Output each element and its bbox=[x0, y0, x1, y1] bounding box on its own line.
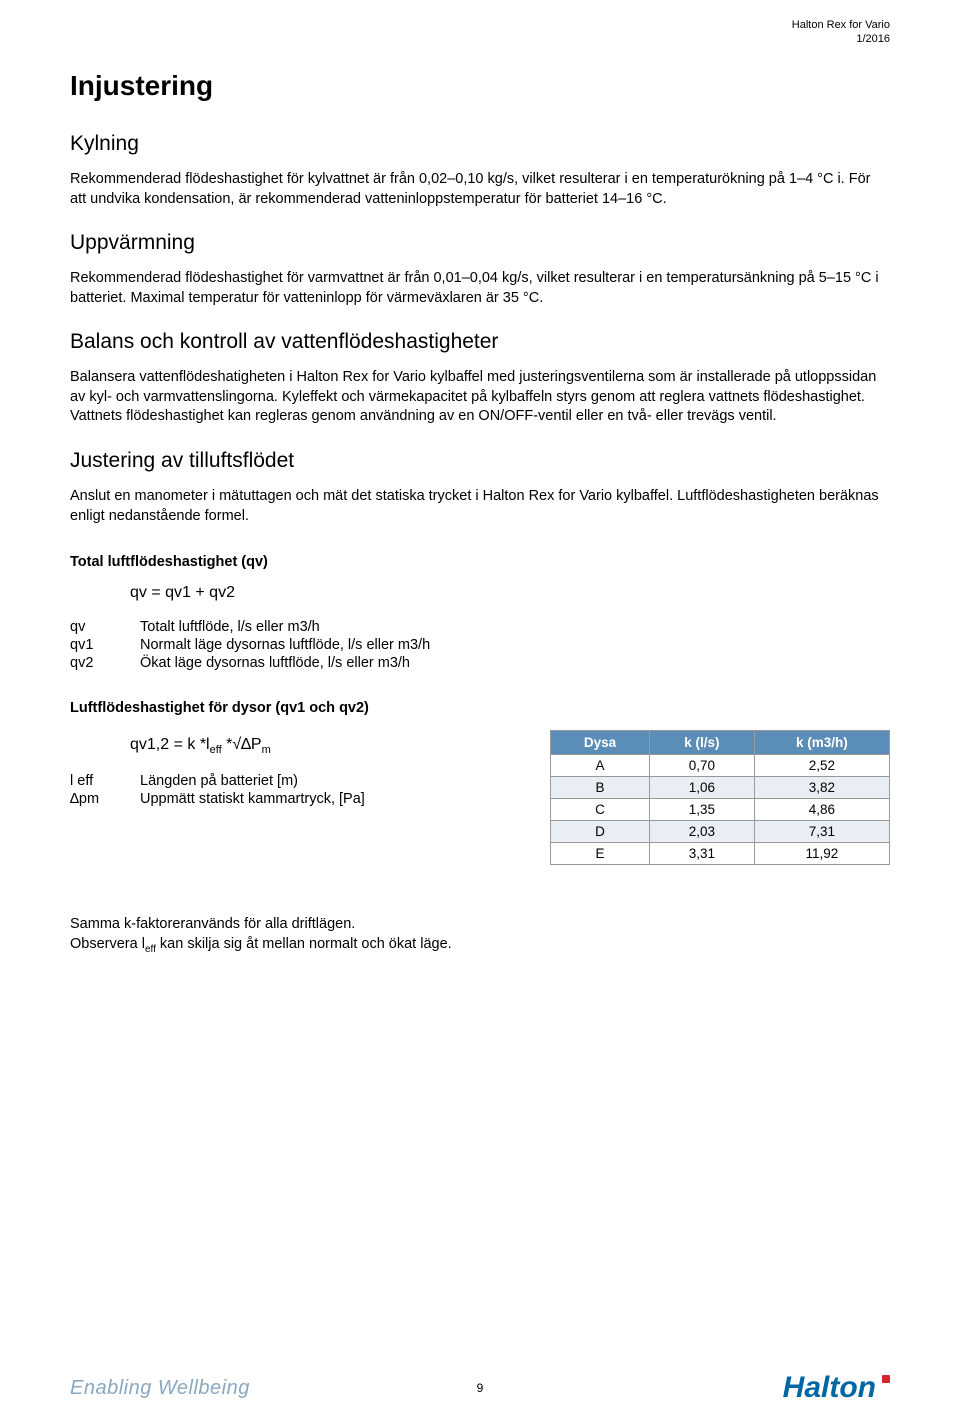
table-cell: 3,31 bbox=[650, 843, 755, 865]
def-sym: ∆pm bbox=[70, 790, 140, 808]
table-cell: 1,35 bbox=[650, 799, 755, 821]
header-meta: Halton Rex for Vario 1/2016 bbox=[792, 18, 890, 47]
def-sym: qv2 bbox=[70, 654, 140, 672]
th-dysa: Dysa bbox=[551, 731, 650, 755]
footnote-line2-pre: Observera l bbox=[70, 936, 145, 952]
footer-tagline: Enabling Wellbeing bbox=[70, 1377, 250, 1400]
table-row: C1,354,86 bbox=[551, 799, 890, 821]
dysor-formula: qv1,2 = k *leff *√∆Pm bbox=[130, 736, 510, 756]
table-cell: 2,03 bbox=[650, 821, 755, 843]
section-uppvarmning-text: Rekommenderad flödeshastighet för varmva… bbox=[70, 269, 890, 308]
table-header-row: Dysa k (l/s) k (m3/h) bbox=[551, 731, 890, 755]
section-justering-text: Anslut en manometer i mätuttagen och mät… bbox=[70, 487, 890, 526]
def-sym: qv bbox=[70, 618, 140, 636]
page-footer: Enabling Wellbeing 9 Halton bbox=[0, 1371, 960, 1405]
footnote-line2-post: kan skilja sig åt mellan normalt och öka… bbox=[156, 936, 452, 952]
section-balans-heading: Balans och kontroll av vattenflödeshasti… bbox=[70, 330, 890, 354]
table-cell: C bbox=[551, 799, 650, 821]
def-desc: Längden på batteriet [m) bbox=[140, 772, 375, 790]
def-sym: l eff bbox=[70, 772, 140, 790]
th-km3h: k (m3/h) bbox=[754, 731, 889, 755]
table-cell: 7,31 bbox=[754, 821, 889, 843]
table-cell: E bbox=[551, 843, 650, 865]
total-qv-heading: Total luftflödeshastighet (qv) bbox=[70, 554, 890, 570]
def-row: qv1 Normalt läge dysornas luftflöde, l/s… bbox=[70, 636, 440, 654]
def-desc: Ökat läge dysornas luftflöde, l/s eller … bbox=[140, 654, 440, 672]
k-factor-table: Dysa k (l/s) k (m3/h) A0,702,52B1,063,82… bbox=[550, 730, 890, 865]
footnote: Samma k-faktoreranvänds för alla driftlä… bbox=[70, 915, 890, 956]
def-sym: qv1 bbox=[70, 636, 140, 654]
def-row: qv Totalt luftflöde, l/s eller m3/h bbox=[70, 618, 440, 636]
table-cell: D bbox=[551, 821, 650, 843]
table-cell: 11,92 bbox=[754, 843, 889, 865]
total-qv-defs: qv Totalt luftflöde, l/s eller m3/h qv1 … bbox=[70, 618, 440, 672]
dysor-heading: Luftflödeshastighet för dysor (qv1 och q… bbox=[70, 700, 890, 716]
def-row: qv2 Ökat läge dysornas luftflöde, l/s el… bbox=[70, 654, 440, 672]
product-name: Halton Rex for Vario bbox=[792, 18, 890, 32]
def-row: ∆pm Uppmätt statiskt kammartryck, [Pa] bbox=[70, 790, 375, 808]
table-cell: 1,06 bbox=[650, 777, 755, 799]
table-cell: B bbox=[551, 777, 650, 799]
formula-sub: eff bbox=[210, 744, 222, 756]
total-qv-formula: qv = qv1 + qv2 bbox=[130, 584, 890, 602]
table-row: E3,3111,92 bbox=[551, 843, 890, 865]
footnote-line2-sub: eff bbox=[145, 944, 156, 955]
page-title: Injustering bbox=[70, 70, 890, 102]
section-kylning-text: Rekommenderad flödeshastighet för kylvat… bbox=[70, 170, 890, 209]
table-cell: 2,52 bbox=[754, 755, 889, 777]
page-number: 9 bbox=[477, 1381, 484, 1395]
formula-part: qv1,2 = k *l bbox=[130, 736, 210, 753]
table-row: B1,063,82 bbox=[551, 777, 890, 799]
def-row: l eff Längden på batteriet [m) bbox=[70, 772, 375, 790]
def-desc: Uppmätt statiskt kammartryck, [Pa] bbox=[140, 790, 375, 808]
table-row: D2,037,31 bbox=[551, 821, 890, 843]
section-uppvarmning-heading: Uppvärmning bbox=[70, 231, 890, 255]
halton-logo: Halton bbox=[783, 1371, 890, 1405]
formula-sub: m bbox=[262, 744, 271, 756]
table-row: A0,702,52 bbox=[551, 755, 890, 777]
table-cell: 0,70 bbox=[650, 755, 755, 777]
def-desc: Totalt luftflöde, l/s eller m3/h bbox=[140, 618, 440, 636]
section-justering-heading: Justering av tilluftsflödet bbox=[70, 449, 890, 473]
table-cell: A bbox=[551, 755, 650, 777]
section-balans-text: Balansera vattenflödeshatigheten i Halto… bbox=[70, 368, 890, 427]
table-cell: 3,82 bbox=[754, 777, 889, 799]
footnote-line1: Samma k-faktoreranvänds för alla driftlä… bbox=[70, 916, 355, 932]
dysor-defs: l eff Längden på batteriet [m) ∆pm Uppmä… bbox=[70, 772, 375, 808]
def-desc: Normalt läge dysornas luftflöde, l/s ell… bbox=[140, 636, 440, 654]
formula-part: *√∆P bbox=[222, 736, 262, 753]
th-kls: k (l/s) bbox=[650, 731, 755, 755]
doc-date: 1/2016 bbox=[792, 32, 890, 46]
section-kylning-heading: Kylning bbox=[70, 132, 890, 156]
table-cell: 4,86 bbox=[754, 799, 889, 821]
